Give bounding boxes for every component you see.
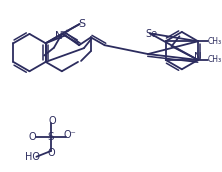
Text: CH₃: CH₃ [208,55,222,64]
Text: N: N [194,52,202,62]
Text: O: O [47,148,55,158]
Text: O⁻: O⁻ [63,130,76,140]
Text: S: S [48,132,54,142]
Text: HO: HO [25,152,40,162]
Text: O: O [29,132,36,142]
Text: O: O [48,116,56,126]
Text: CH₃: CH₃ [208,37,222,46]
Text: S: S [78,19,85,29]
Text: Se: Se [146,29,158,39]
Text: N: N [55,31,63,41]
Text: +: + [63,29,69,35]
